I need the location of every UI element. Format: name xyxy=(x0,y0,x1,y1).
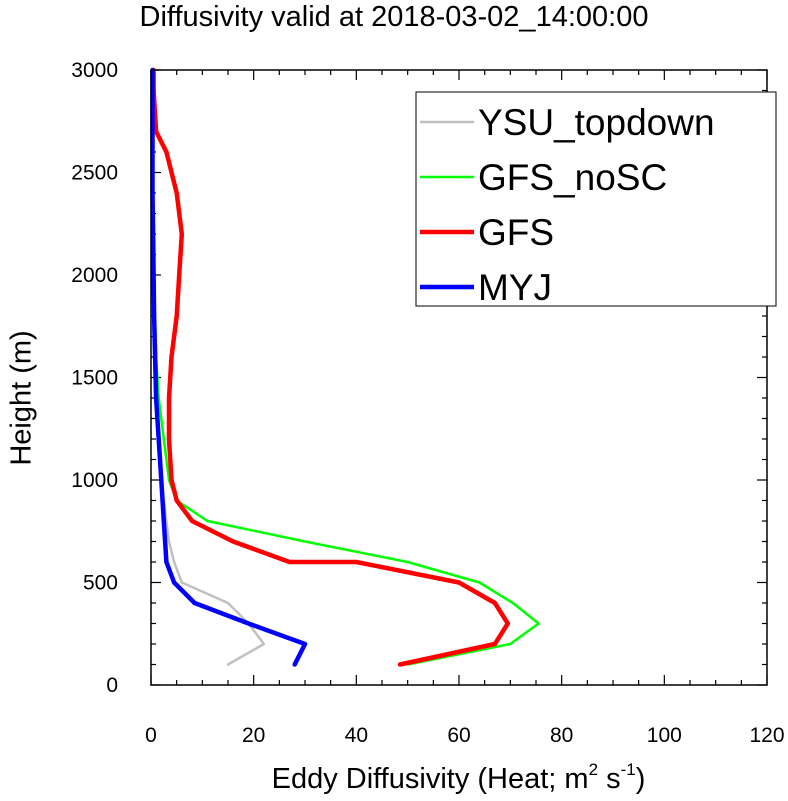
y-axis-label: Height (m) xyxy=(5,330,38,466)
y-tick-label: 500 xyxy=(83,572,118,595)
legend-label: MYJ xyxy=(478,267,552,308)
legend-label: GFS xyxy=(478,212,554,253)
legend-label: GFS_noSC xyxy=(478,157,667,198)
series-line-gfs xyxy=(151,67,511,667)
plot-frame xyxy=(150,69,768,686)
chart-title: Diffusivity valid at 2018-03-02_14:00:00 xyxy=(139,1,649,33)
legend-box xyxy=(415,91,777,307)
y-tick-label: 0 xyxy=(106,674,118,697)
x-tick-label: 20 xyxy=(242,724,265,747)
x-tick-label: 100 xyxy=(647,724,682,747)
x-tick-label: 40 xyxy=(345,724,368,747)
y-tick-label: 1500 xyxy=(71,367,118,390)
legend-label: YSU_topdown xyxy=(478,102,715,143)
series-line-myj xyxy=(150,67,308,667)
y-tick-label: 2500 xyxy=(71,162,118,185)
y-tick-label: 3000 xyxy=(71,59,118,82)
y-tick-label: 2000 xyxy=(71,264,118,287)
x-tick-label: 80 xyxy=(550,724,573,747)
legend: YSU_topdown GFS_noSC GFS MYJ xyxy=(415,91,777,308)
x-tick-label: 120 xyxy=(749,724,784,747)
y-tick-label: 1000 xyxy=(71,469,118,492)
x-tick-label: 60 xyxy=(447,724,470,747)
tick-labels: 0 20 40 60 80 100 120 0 500 1000 1500 2000 2500 3000 xyxy=(71,59,784,747)
x-axis-label: Eddy Diffusivity (Heat; m2 s-1) xyxy=(271,760,646,795)
data-lines xyxy=(150,67,540,667)
x-tick-label: 0 xyxy=(145,724,157,747)
